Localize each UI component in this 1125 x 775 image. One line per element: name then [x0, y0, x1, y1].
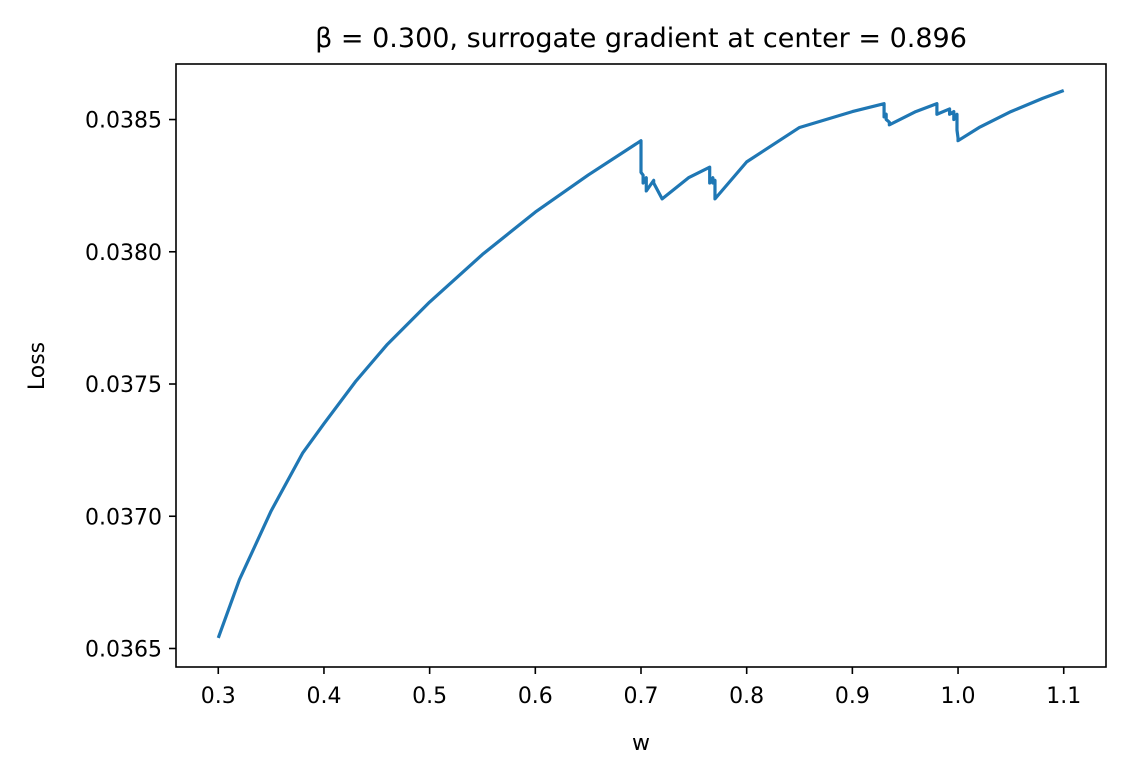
loss-series-line [216, 88, 1065, 639]
x-tick-label: 0.6 [518, 684, 553, 709]
y-axis-ticks: 0.0365 0.0370 0.0375 0.0380 0.0385 [85, 109, 176, 662]
chart-title: β = 0.300, surrogate gradient at center … [315, 23, 967, 54]
x-tick-label: 0.4 [306, 684, 341, 709]
plot-area [216, 88, 1065, 639]
x-tick-label: 0.8 [729, 684, 764, 709]
x-axis-label: w [632, 731, 650, 756]
y-tick-label: 0.0380 [85, 241, 162, 266]
x-tick-label: 0.9 [835, 684, 870, 709]
x-axis-ticks: 0.3 0.4 0.5 0.6 0.7 0.8 0.9 1.0 1.1 [201, 667, 1081, 709]
x-tick-label: 1.1 [1046, 684, 1081, 709]
x-tick-label: 0.5 [412, 684, 447, 709]
y-axis-label: Loss [25, 342, 50, 390]
y-tick-label: 0.0370 [85, 505, 162, 530]
x-tick-label: 0.3 [201, 684, 236, 709]
y-tick-label: 0.0375 [85, 373, 162, 398]
y-tick-label: 0.0365 [85, 637, 162, 662]
x-tick-label: 0.7 [624, 684, 659, 709]
x-tick-label: 1.0 [941, 684, 976, 709]
y-tick-label: 0.0385 [85, 109, 162, 134]
